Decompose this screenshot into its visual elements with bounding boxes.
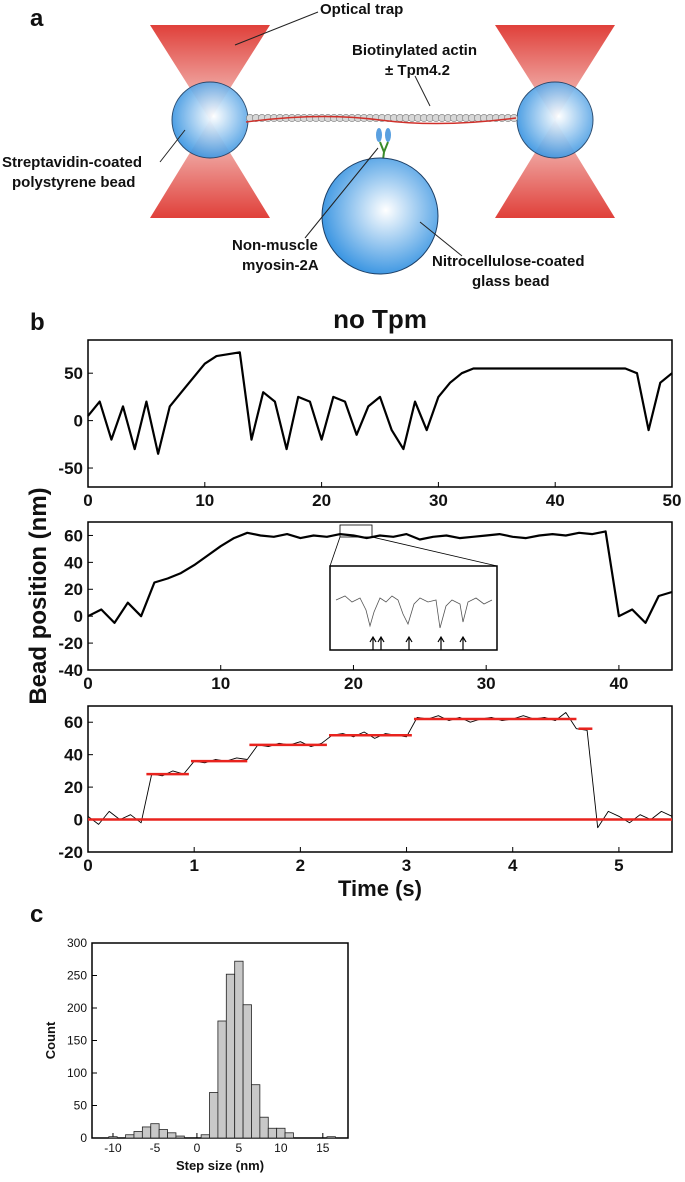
panel-label: a (30, 5, 44, 32)
bar (242, 1004, 252, 1139)
x-tick-label: 0 (83, 674, 92, 693)
chart-title: no Tpm (333, 304, 427, 334)
x-tick-label: 1 (189, 856, 198, 875)
x-tick-label: 5 (614, 856, 623, 875)
bar (141, 1126, 152, 1139)
leader-lines (159, 11, 463, 257)
panel-label: b (30, 309, 45, 336)
plot-frame (87, 705, 673, 853)
y-tick-label: 0 (80, 1131, 87, 1145)
x-tick-label: 0 (83, 856, 92, 875)
y-tick-label: -20 (58, 634, 83, 653)
x-axis-label: Step size (nm) (176, 1158, 264, 1173)
y-tick-label: -50 (58, 459, 83, 478)
diagram: a Optical trap Biotinylated actin ± Tpm4… (2, 1, 615, 290)
x-tick-label: 10 (211, 674, 230, 693)
y-tick-label: 300 (67, 936, 87, 950)
x-tick-label: 30 (477, 674, 496, 693)
panel-label: c (30, 901, 43, 928)
x-tick-label: -5 (150, 1141, 161, 1155)
trace (87, 351, 673, 455)
bar (326, 1136, 336, 1139)
myosin (376, 128, 391, 161)
y-axis-label: Count (43, 1021, 58, 1059)
x-tick-label: 10 (195, 491, 214, 510)
label: Nitrocellulose-coated (432, 253, 585, 270)
bar (167, 1132, 177, 1139)
x-tick-label: 4 (508, 856, 518, 875)
glass-bead (321, 157, 439, 275)
y-tick-label: 60 (64, 526, 83, 545)
y-tick-label: 0 (74, 412, 83, 431)
bar (175, 1135, 185, 1139)
bar (267, 1127, 278, 1139)
x-tick-label: 0 (194, 1141, 201, 1155)
y-tick-label: 100 (67, 1066, 87, 1080)
bar (125, 1134, 135, 1139)
bar (234, 960, 244, 1139)
y-tick-label: 250 (67, 969, 87, 983)
bar (108, 1136, 118, 1139)
label: Streptavidin-coated (2, 154, 142, 171)
bar (225, 973, 236, 1139)
y-tick-label: 20 (64, 580, 83, 599)
bar (200, 1134, 210, 1139)
label: Optical trap (320, 1, 403, 18)
x-tick-label: -10 (104, 1141, 122, 1155)
label: ± Tpm4.2 (385, 62, 450, 79)
bar (150, 1123, 160, 1139)
y-tick-label: 50 (74, 1099, 88, 1113)
x-tick-label: 3 (402, 856, 411, 875)
x-axis-label: Time (s) (338, 876, 422, 901)
x-tick-label: 5 (236, 1141, 243, 1155)
y-tick-label: 60 (64, 713, 83, 732)
x-tick-label: 20 (312, 491, 331, 510)
x-tick-label: 30 (429, 491, 448, 510)
x-tick-label: 10 (274, 1141, 288, 1155)
x-tick-label: 20 (344, 674, 363, 693)
y-tick-label: 0 (74, 607, 83, 626)
y-tick-label: 20 (64, 778, 83, 797)
y-axis-label: Bead position (nm) (25, 487, 52, 704)
x-tick-label: 40 (546, 491, 565, 510)
label: polystyrene bead (12, 174, 135, 191)
bar (259, 1116, 269, 1139)
y-tick-label: 50 (64, 364, 83, 383)
y-tick-label: -40 (58, 661, 83, 680)
left-trap (150, 25, 270, 218)
trace (87, 530, 673, 624)
x-tick-label: 40 (609, 674, 628, 693)
label: Biotinylated actin (352, 42, 477, 59)
x-tick-label: 0 (83, 491, 92, 510)
inset (329, 524, 498, 651)
bar (217, 1020, 227, 1139)
bar (284, 1132, 294, 1139)
bar (276, 1127, 286, 1139)
bar (158, 1129, 168, 1139)
label: myosin-2A (242, 257, 319, 274)
x-tick-label: 15 (316, 1141, 330, 1155)
bar (133, 1131, 143, 1139)
x-tick-label: 2 (296, 856, 305, 875)
y-tick-label: 40 (64, 746, 83, 765)
label: glass bead (472, 273, 550, 290)
plot-frame (87, 339, 673, 488)
y-tick-label: -20 (58, 843, 83, 862)
plot-frame (87, 521, 673, 671)
y-tick-label: 40 (64, 553, 83, 572)
y-tick-label: 200 (67, 1001, 87, 1015)
bar (251, 1084, 261, 1139)
right-trap (495, 25, 615, 218)
y-tick-label: 150 (67, 1034, 87, 1048)
tropomyosin (245, 115, 517, 125)
x-tick-label: 50 (663, 491, 682, 510)
y-tick-label: 0 (74, 811, 83, 830)
label: Non-muscle (232, 237, 318, 254)
bar (209, 1092, 219, 1139)
